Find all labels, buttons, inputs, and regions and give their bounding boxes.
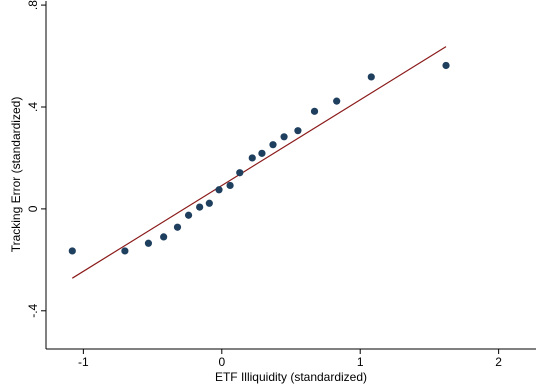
x-tick-label: 0 xyxy=(218,355,225,369)
points-layer xyxy=(68,61,450,255)
data-point xyxy=(196,203,204,211)
data-point xyxy=(236,169,244,177)
y-tick-label: .4 xyxy=(26,102,40,112)
x-tick-label: 1 xyxy=(357,355,364,369)
x-tick-label: 2 xyxy=(495,355,502,369)
data-point xyxy=(121,247,129,255)
data-point xyxy=(258,149,266,157)
fit-line-layer xyxy=(71,46,447,279)
data-point xyxy=(184,211,193,219)
y-tick-label: .8 xyxy=(26,0,40,10)
data-point xyxy=(68,247,76,255)
y-tick-label: -.4 xyxy=(26,303,40,317)
data-point xyxy=(160,233,168,241)
data-point xyxy=(205,199,213,207)
fit-line xyxy=(71,46,447,279)
data-point xyxy=(367,73,375,81)
data-point xyxy=(269,141,277,149)
data-point xyxy=(144,239,153,247)
data-point xyxy=(310,107,319,115)
data-point xyxy=(442,61,450,70)
data-point xyxy=(215,186,223,194)
data-point xyxy=(294,127,302,135)
data-point xyxy=(280,133,288,141)
data-point xyxy=(173,223,182,231)
data-point xyxy=(248,154,256,162)
data-point xyxy=(226,181,234,190)
y-tick-label: 0 xyxy=(26,205,40,212)
x-tick-label: -1 xyxy=(78,355,89,369)
x-axis-label: ETF Illiquidity (standardized) xyxy=(215,370,367,384)
axes: -1 0 1 2 -.4 0 .4 .8 xyxy=(26,0,536,369)
data-point xyxy=(333,97,341,105)
y-axis-label: Tracking Error (standardized) xyxy=(9,97,23,253)
